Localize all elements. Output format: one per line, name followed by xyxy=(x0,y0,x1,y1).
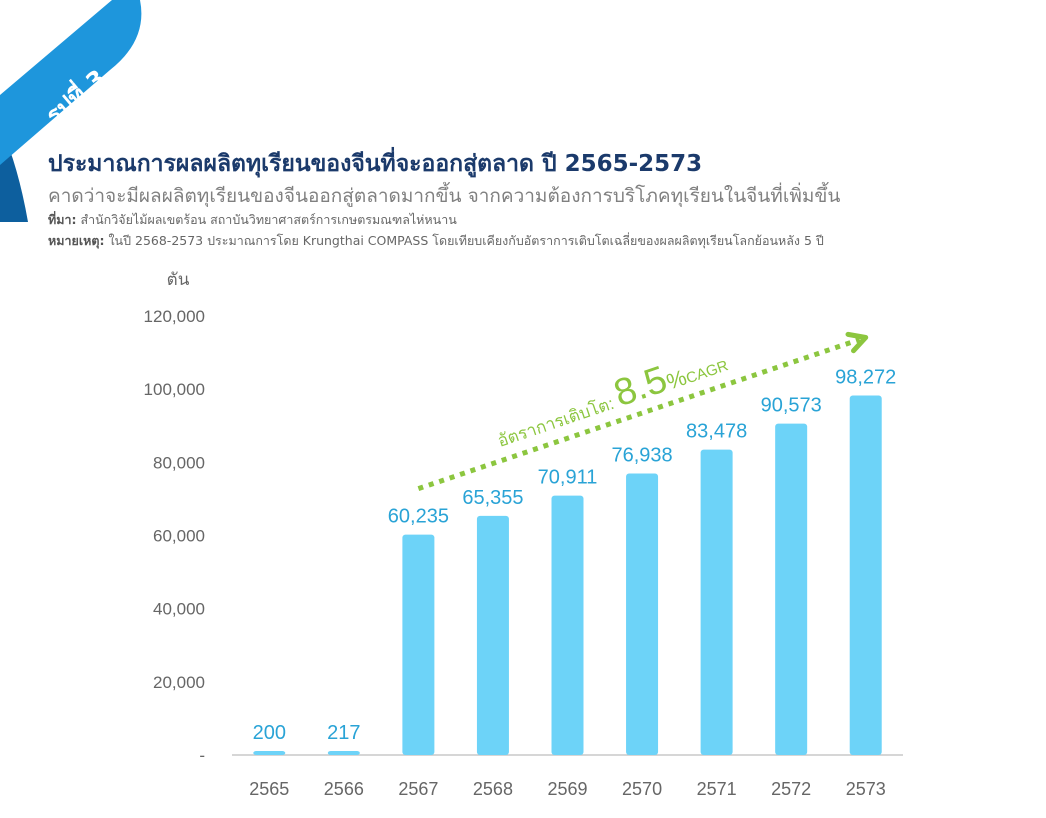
data-label-2571: 83,478 xyxy=(686,421,747,443)
data-label-2566: 217 xyxy=(327,722,360,744)
bar-2569 xyxy=(551,495,584,755)
source-text: สำนักวิจัยไม้ผลเขตร้อน สถาบันวิทยาศาสตร์… xyxy=(80,212,457,227)
bar-2565 xyxy=(253,751,286,755)
bar-2567 xyxy=(402,534,435,755)
source-note: ที่มา: สำนักวิจัยไม้ผลเขตร้อน สถาบันวิทย… xyxy=(48,210,457,230)
remark-text: ในปี 2568-2573 ประมาณการโดย Krungthai CO… xyxy=(108,233,824,248)
data-label-2568: 65,355 xyxy=(462,487,523,509)
data-label-2565: 200 xyxy=(253,722,286,744)
cagr-suffix: CAGR xyxy=(684,357,731,387)
data-label-2567: 60,235 xyxy=(388,506,449,528)
x-tick-label-2566: 2566 xyxy=(324,779,364,799)
bar-2571 xyxy=(700,449,733,755)
x-tick-label-2570: 2570 xyxy=(622,779,662,799)
bar-2566 xyxy=(327,751,360,755)
x-tick-label-2573: 2573 xyxy=(846,779,886,799)
y-tick-label: 40,000 xyxy=(153,600,205,619)
data-label-2573: 98,272 xyxy=(835,366,896,388)
y-axis-unit-label: ตัน xyxy=(167,270,190,289)
bar-2572 xyxy=(775,423,808,755)
x-tick-label-2565: 2565 xyxy=(249,779,289,799)
y-tick-label: 60,000 xyxy=(153,527,205,546)
y-tick-label: - xyxy=(199,746,205,765)
cagr-arrow-head xyxy=(845,331,869,354)
x-tick-label-2569: 2569 xyxy=(547,779,587,799)
y-tick-label: 100,000 xyxy=(144,380,205,399)
remark-note: หมายเหตุ: ในปี 2568-2573 ประมาณการโดย Kr… xyxy=(48,231,824,251)
bar-2570 xyxy=(626,473,659,755)
source-label: ที่มา: xyxy=(48,212,77,227)
cagr-trend-arrow xyxy=(417,337,861,492)
x-tick-label-2567: 2567 xyxy=(398,779,438,799)
y-tick-label: 80,000 xyxy=(153,453,205,472)
data-label-2570: 76,938 xyxy=(611,445,672,467)
remark-label: หมายเหตุ: xyxy=(48,233,105,248)
bar-2573 xyxy=(849,395,882,755)
badge-ribbon xyxy=(0,0,142,165)
x-tick-label-2572: 2572 xyxy=(771,779,811,799)
bar-2568 xyxy=(476,515,509,755)
chart-subtitle: คาดว่าจะมีผลผลิตทุเรียนของจีนออกสู่ตลาดม… xyxy=(48,185,841,207)
x-tick-label-2571: 2571 xyxy=(697,779,737,799)
data-label-2572: 90,573 xyxy=(761,395,822,417)
chart-title: ประมาณการผลผลิตทุเรียนของจีนที่จะออกสู่ต… xyxy=(48,151,703,177)
y-tick-label: 20,000 xyxy=(153,673,205,692)
figure-badge: รูปที่ 3 xyxy=(0,0,142,222)
data-label-2569: 70,911 xyxy=(538,467,598,489)
x-tick-label-2568: 2568 xyxy=(473,779,513,799)
y-tick-label: 120,000 xyxy=(144,307,205,326)
